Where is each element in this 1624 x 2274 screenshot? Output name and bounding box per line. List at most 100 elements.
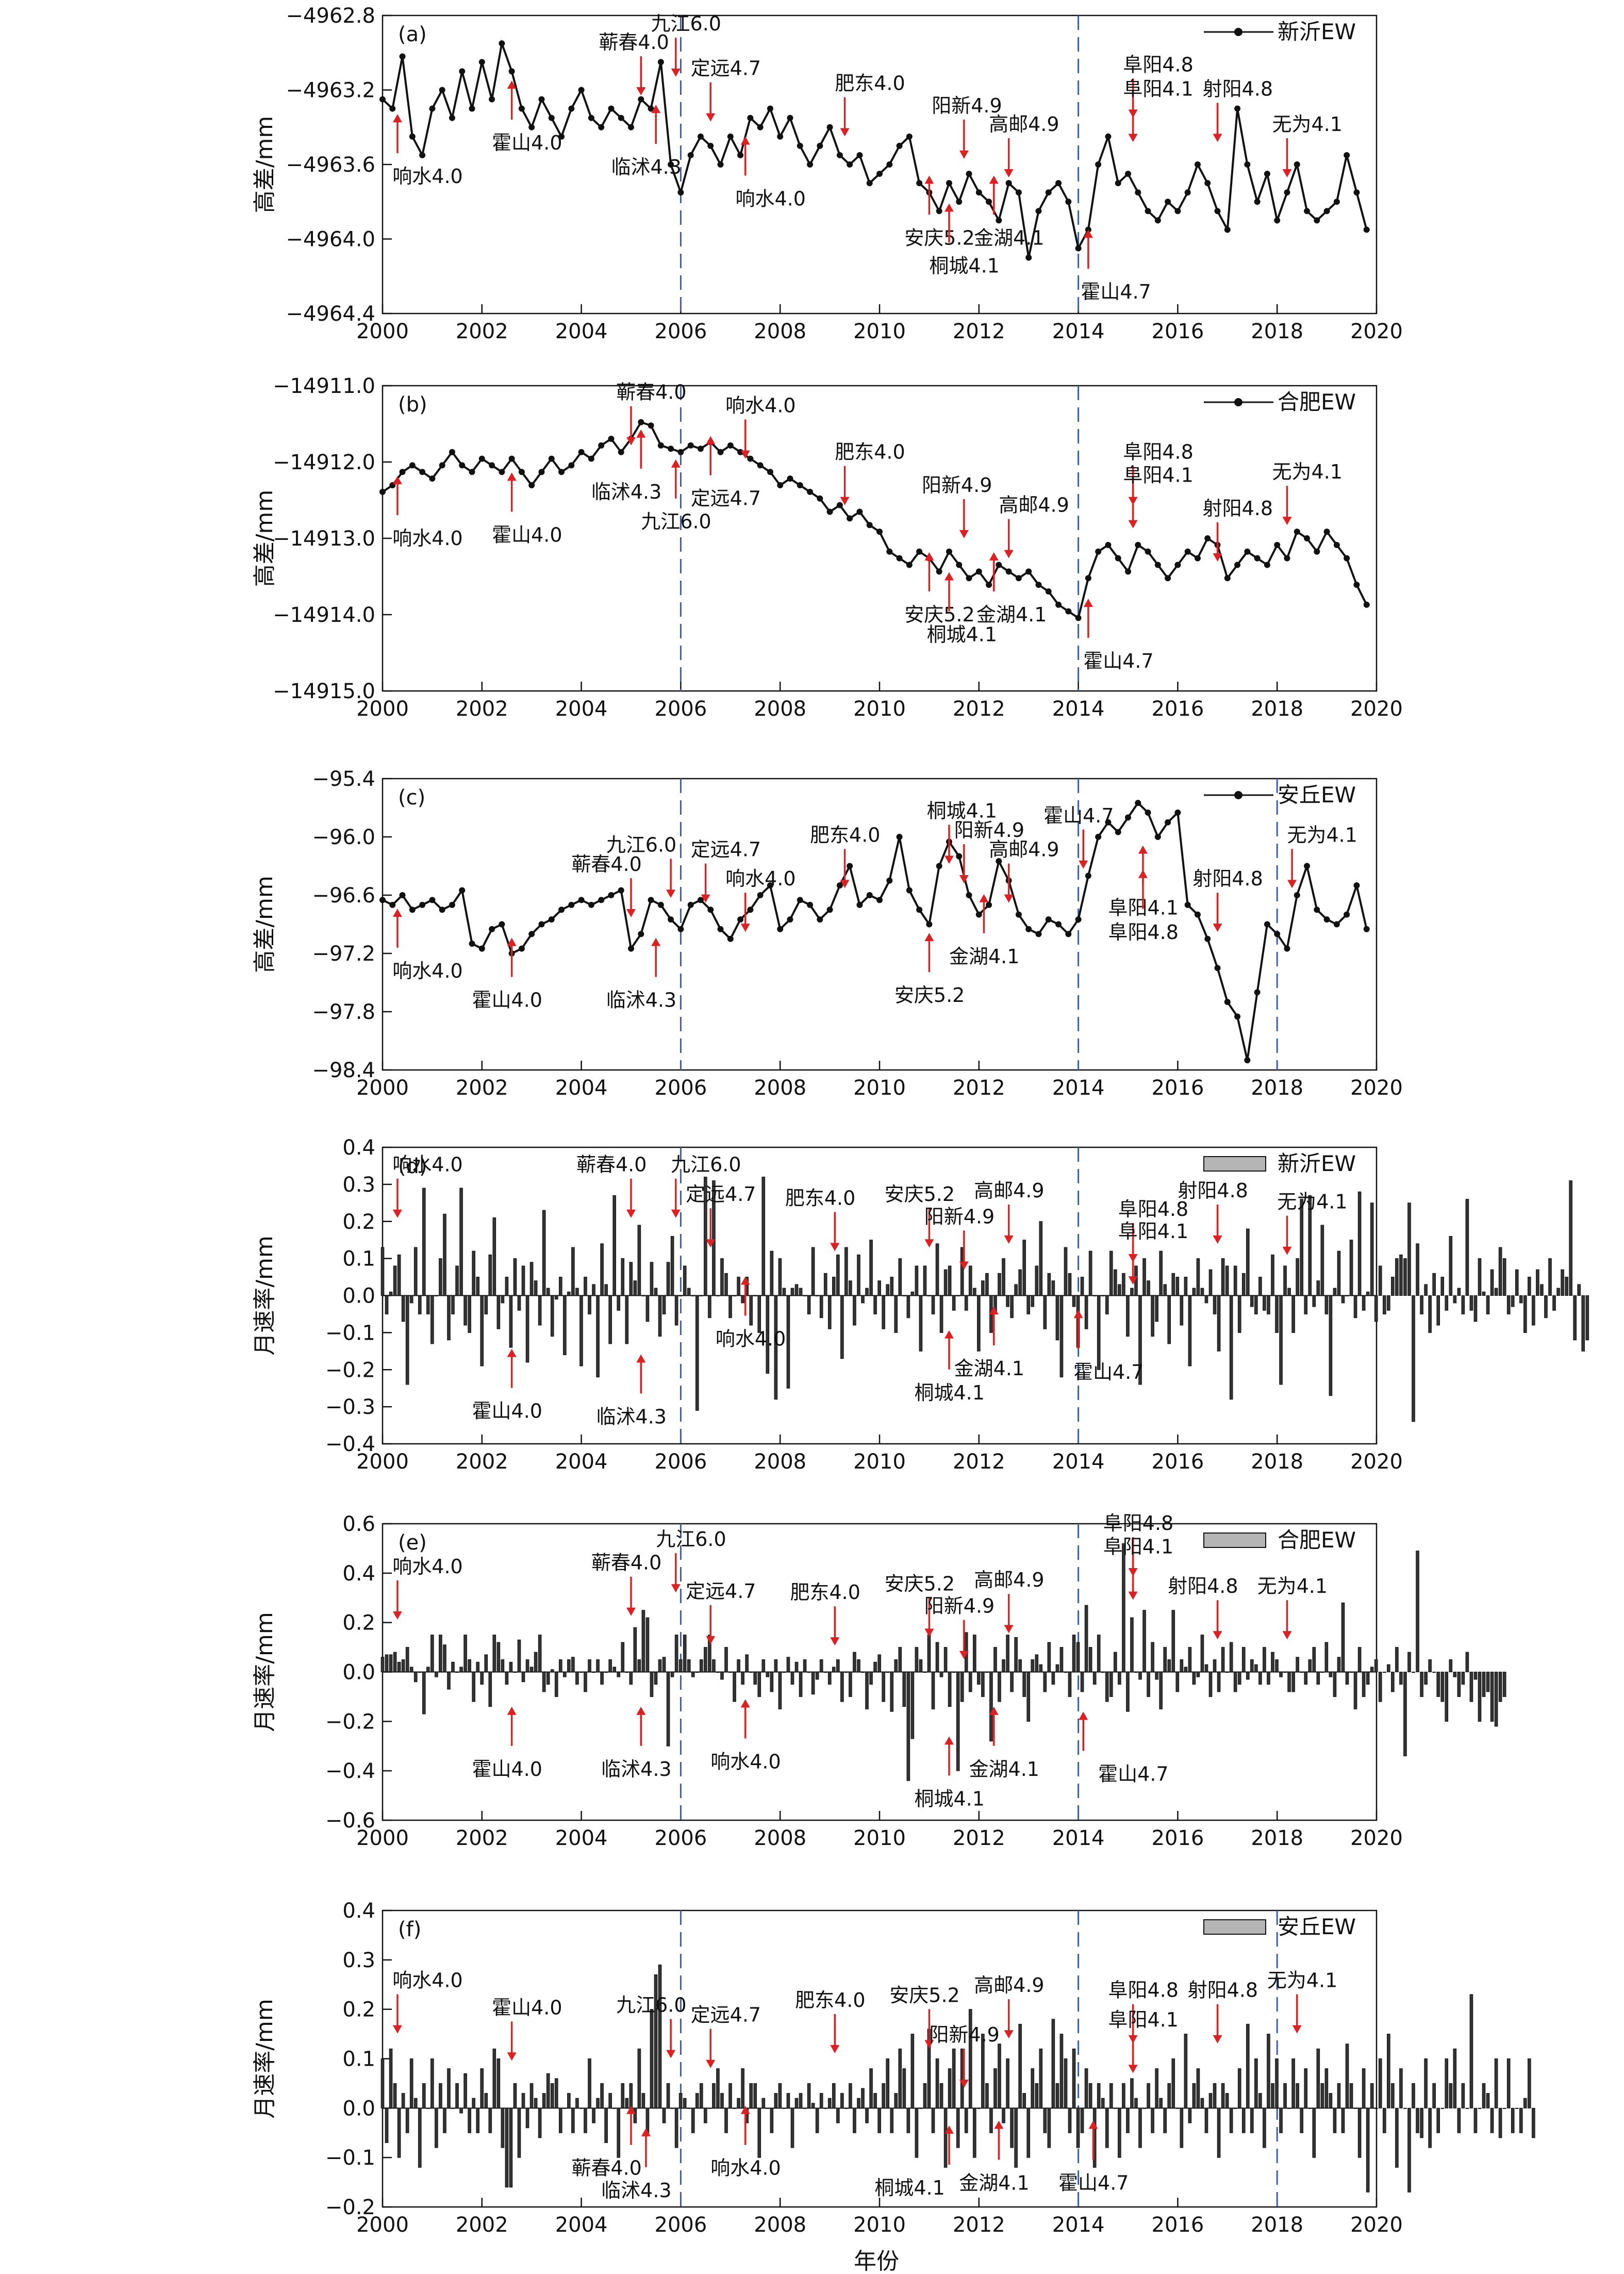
event-label: 响水4.0: [392, 527, 462, 550]
event-arrow-head: [651, 937, 661, 946]
y-tick-label: −4964.0: [286, 228, 375, 252]
bar: [409, 1667, 413, 1673]
data-point: [946, 180, 952, 187]
bar: [674, 2107, 678, 2148]
bar: [1105, 1295, 1109, 1314]
bar: [1072, 1635, 1076, 1672]
data-point: [469, 941, 475, 947]
event-arrow-head: [740, 1699, 750, 1708]
bar: [1263, 1295, 1266, 1311]
bar: [1420, 2107, 1423, 2138]
event-arrow-head: [1128, 134, 1138, 142]
bar: [558, 1659, 562, 1673]
bar: [1180, 1659, 1184, 1673]
bar: [1084, 1605, 1088, 1672]
bar: [550, 2083, 554, 2108]
data-point: [817, 495, 823, 502]
data-point: [1214, 965, 1221, 971]
bar: [397, 1661, 401, 1672]
x-tick-label: 2018: [1251, 2213, 1303, 2237]
bar: [641, 1610, 645, 1672]
event-label: 金湖4.1: [969, 1758, 1039, 1781]
event-arrow-head: [1282, 1246, 1292, 1255]
event-label: 金湖4.1: [959, 2171, 1029, 2194]
bar: [509, 2107, 513, 2188]
bar: [794, 1661, 799, 1672]
event-label: 肥东4.0: [810, 823, 880, 846]
x-tick-label: 2018: [1251, 1826, 1303, 1850]
bar: [1532, 1295, 1535, 1326]
data-point: [1274, 931, 1281, 937]
bar: [413, 1247, 418, 1296]
bar: [401, 1659, 405, 1673]
bar: [1059, 1647, 1064, 1672]
bar: [720, 2093, 724, 2108]
data-point: [817, 916, 823, 923]
bar: [687, 1288, 691, 1296]
bar: [683, 2098, 687, 2108]
data-point: [1363, 226, 1370, 233]
legend-swatch: [1203, 1533, 1266, 1548]
bar: [1457, 2107, 1461, 2133]
bar: [1445, 2058, 1449, 2108]
bar: [865, 1288, 869, 1296]
event-label: 响水4.0: [710, 1750, 781, 1773]
bar: [1171, 1610, 1175, 1672]
bar: [1204, 1295, 1208, 1304]
data-point: [797, 897, 803, 903]
bar: [733, 1672, 736, 1702]
bar: [1296, 1258, 1299, 1296]
bar: [1275, 2058, 1279, 2108]
bar: [1275, 1659, 1279, 1673]
y-axis-title: 月速率/mm: [252, 1999, 278, 2119]
bar: [435, 1672, 438, 1677]
bar: [1279, 1672, 1283, 1677]
data-point: [1005, 568, 1012, 575]
bar: [1378, 1265, 1382, 1296]
data-point: [1025, 254, 1032, 261]
bar: [1047, 1273, 1051, 1296]
bar: [1217, 1295, 1221, 1352]
bar: [993, 1647, 997, 1672]
event-label: 桐城4.1: [874, 2177, 944, 2199]
bar: [1585, 1295, 1589, 1341]
x-tick-label: 2020: [1350, 2213, 1403, 2237]
bar: [1068, 1273, 1072, 1296]
bar: [1118, 1284, 1121, 1296]
x-tick-label: 2004: [555, 320, 608, 343]
bar: [1300, 1672, 1303, 1673]
bar: [981, 1280, 985, 1296]
bar: [1080, 1672, 1084, 1692]
bar: [1349, 1240, 1353, 1296]
bar: [902, 2068, 906, 2108]
legend-swatch: [1203, 1156, 1266, 1172]
x-tick-label: 2010: [853, 2213, 906, 2237]
data-point: [677, 189, 684, 196]
bar: [1109, 1672, 1113, 1697]
event-label: 霍山4.7: [1043, 804, 1114, 827]
bar: [770, 1672, 774, 1692]
event-label: 响水4.0: [735, 187, 805, 210]
bar: [1254, 1664, 1258, 1672]
bar: [799, 1288, 803, 1296]
bar: [1536, 1269, 1539, 1296]
data-point: [1085, 575, 1091, 582]
bar: [1192, 1672, 1196, 1685]
data-point: [1105, 541, 1112, 548]
x-tick-label: 2012: [953, 1076, 1005, 1100]
bar: [1097, 1295, 1101, 1370]
event-label: 高邮4.9: [974, 1179, 1044, 1202]
bar: [691, 2107, 695, 2133]
bar: [869, 2068, 873, 2108]
bar: [1055, 1295, 1059, 1341]
bar: [1225, 2093, 1229, 2108]
bar: [704, 2107, 707, 2123]
bar: [853, 1652, 856, 1673]
bar: [1412, 1672, 1415, 1673]
y-tick-label: 0.0: [342, 1661, 375, 1685]
bar: [753, 1672, 757, 1685]
bar: [472, 1672, 475, 1702]
event-label: 定远4.7: [686, 1183, 756, 1206]
bar: [1465, 1199, 1469, 1296]
